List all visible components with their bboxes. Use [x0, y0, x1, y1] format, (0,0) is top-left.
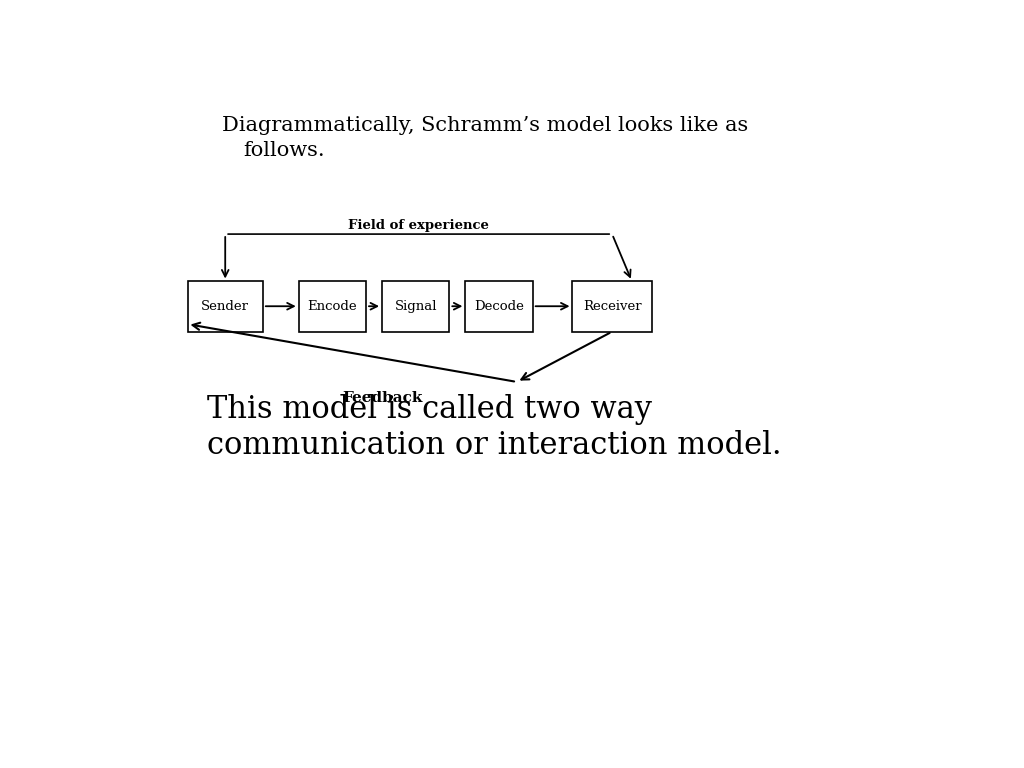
Text: Decode: Decode: [474, 300, 524, 313]
Text: Encode: Encode: [307, 300, 357, 313]
FancyBboxPatch shape: [572, 281, 652, 332]
FancyBboxPatch shape: [382, 281, 450, 332]
Text: Diagrammatically, Schramm’s model looks like as: Diagrammatically, Schramm’s model looks …: [222, 116, 749, 135]
FancyBboxPatch shape: [299, 281, 367, 332]
Text: Field of experience: Field of experience: [348, 219, 489, 232]
Text: Signal: Signal: [394, 300, 437, 313]
Text: This model is called two way
communication or interaction model.: This model is called two way communicati…: [207, 394, 782, 461]
Text: Feedback: Feedback: [342, 391, 423, 405]
Text: Receiver: Receiver: [583, 300, 641, 313]
Text: follows.: follows.: [243, 141, 325, 160]
FancyBboxPatch shape: [465, 281, 532, 332]
Text: Sender: Sender: [201, 300, 249, 313]
FancyBboxPatch shape: [187, 281, 263, 332]
